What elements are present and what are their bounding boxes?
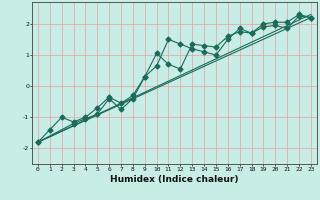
X-axis label: Humidex (Indice chaleur): Humidex (Indice chaleur): [110, 175, 239, 184]
